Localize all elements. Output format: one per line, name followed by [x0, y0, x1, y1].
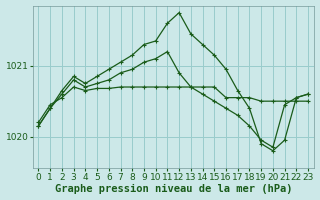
X-axis label: Graphe pression niveau de la mer (hPa): Graphe pression niveau de la mer (hPa) — [54, 184, 292, 194]
